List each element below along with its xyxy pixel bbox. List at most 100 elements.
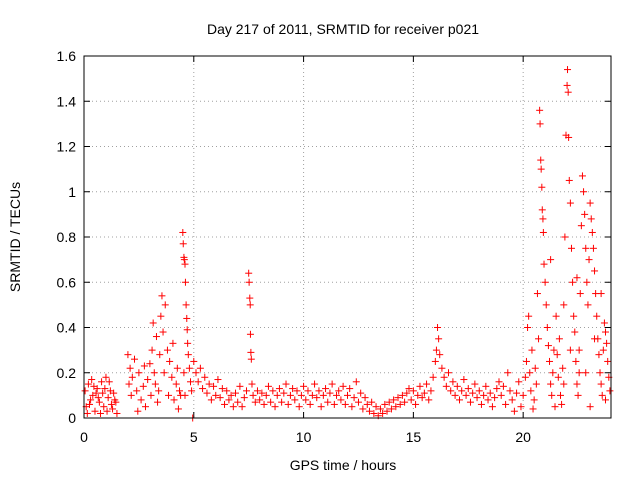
data-point: [586, 403, 594, 411]
data-point: [414, 391, 422, 399]
data-point: [87, 396, 95, 404]
x-tick-label: 20: [515, 429, 531, 445]
data-point: [173, 364, 181, 372]
data-point: [350, 394, 358, 402]
data-point: [427, 387, 435, 395]
data-point: [146, 360, 154, 368]
data-point: [368, 398, 376, 406]
x-axis-label: GPS time / hours: [290, 457, 397, 473]
data-point: [482, 382, 490, 390]
data-point: [205, 380, 213, 388]
y-tick-label: 1: [68, 184, 76, 200]
data-point: [464, 385, 472, 393]
data-point: [543, 324, 551, 331]
data-point: [445, 369, 453, 377]
data-point: [166, 357, 174, 365]
data-point: [434, 324, 442, 331]
data-point: [524, 324, 532, 331]
data-point: [181, 260, 189, 268]
data-point: [370, 409, 378, 417]
data-point: [260, 400, 268, 408]
data-point: [275, 385, 283, 393]
data-point: [151, 380, 159, 388]
data-point: [104, 394, 112, 402]
data-point: [438, 364, 446, 372]
data-point: [328, 380, 336, 388]
data-point: [179, 228, 187, 236]
data-point: [179, 240, 187, 248]
data-point: [587, 215, 595, 223]
data-point: [229, 403, 237, 411]
data-point: [160, 369, 168, 377]
data-point: [293, 387, 301, 395]
data-point: [597, 380, 605, 388]
data-point: [572, 357, 580, 365]
data-point: [335, 387, 343, 395]
data-point: [556, 391, 564, 399]
data-point: [363, 400, 371, 408]
data-point: [225, 396, 233, 404]
data-point: [458, 387, 466, 395]
data-point: [451, 391, 459, 399]
data-point: [570, 312, 578, 320]
data-point: [541, 278, 549, 286]
data-point: [571, 328, 579, 336]
y-tick-label: 0.2: [57, 365, 77, 381]
data-point: [536, 106, 544, 114]
data-point: [588, 228, 596, 236]
data-point: [581, 210, 589, 218]
data-point: [537, 165, 545, 173]
data-point: [134, 407, 142, 415]
y-tick-label: 1.2: [57, 139, 77, 155]
data-point: [566, 199, 574, 207]
data-point: [535, 335, 543, 343]
data-point: [466, 398, 474, 406]
data-point: [246, 301, 254, 309]
data-point: [547, 380, 555, 388]
data-point: [105, 378, 113, 386]
data-point: [591, 335, 599, 343]
data-point: [538, 183, 546, 191]
data-point: [125, 380, 133, 388]
data-point: [409, 387, 417, 395]
data-point: [308, 391, 316, 399]
data-point: [552, 312, 560, 320]
data-point: [295, 403, 303, 411]
data-point: [159, 328, 167, 336]
data-point: [477, 400, 485, 408]
data-point: [139, 382, 147, 390]
data-point: [315, 387, 323, 395]
data-point: [600, 319, 608, 327]
data-point: [497, 391, 505, 399]
data-point: [539, 215, 547, 223]
data-point: [553, 351, 561, 359]
data-point: [81, 387, 89, 395]
data-point: [157, 312, 165, 320]
data-point: [510, 407, 518, 415]
data-point: [126, 364, 134, 372]
data-point: [575, 369, 583, 377]
data-point: [238, 403, 246, 411]
data-point: [582, 244, 590, 252]
data-point: [144, 376, 152, 384]
data-point: [429, 373, 437, 381]
data-point: [192, 369, 200, 377]
data-point: [495, 378, 503, 386]
x-tick-label: 10: [296, 429, 312, 445]
data-point: [473, 394, 481, 402]
data-point: [423, 380, 431, 388]
data-point: [365, 407, 373, 415]
data-point: [218, 385, 226, 393]
data-point: [354, 398, 362, 406]
data-point: [185, 364, 193, 372]
data-point: [357, 389, 365, 397]
data-point: [249, 391, 257, 399]
y-tick-label: 0: [68, 410, 76, 426]
data-point: [493, 385, 501, 393]
data-point: [90, 382, 98, 390]
data-point: [532, 380, 540, 388]
data-point: [560, 380, 568, 388]
data-point: [555, 335, 563, 343]
data-point: [401, 398, 409, 406]
data-point: [436, 351, 444, 359]
